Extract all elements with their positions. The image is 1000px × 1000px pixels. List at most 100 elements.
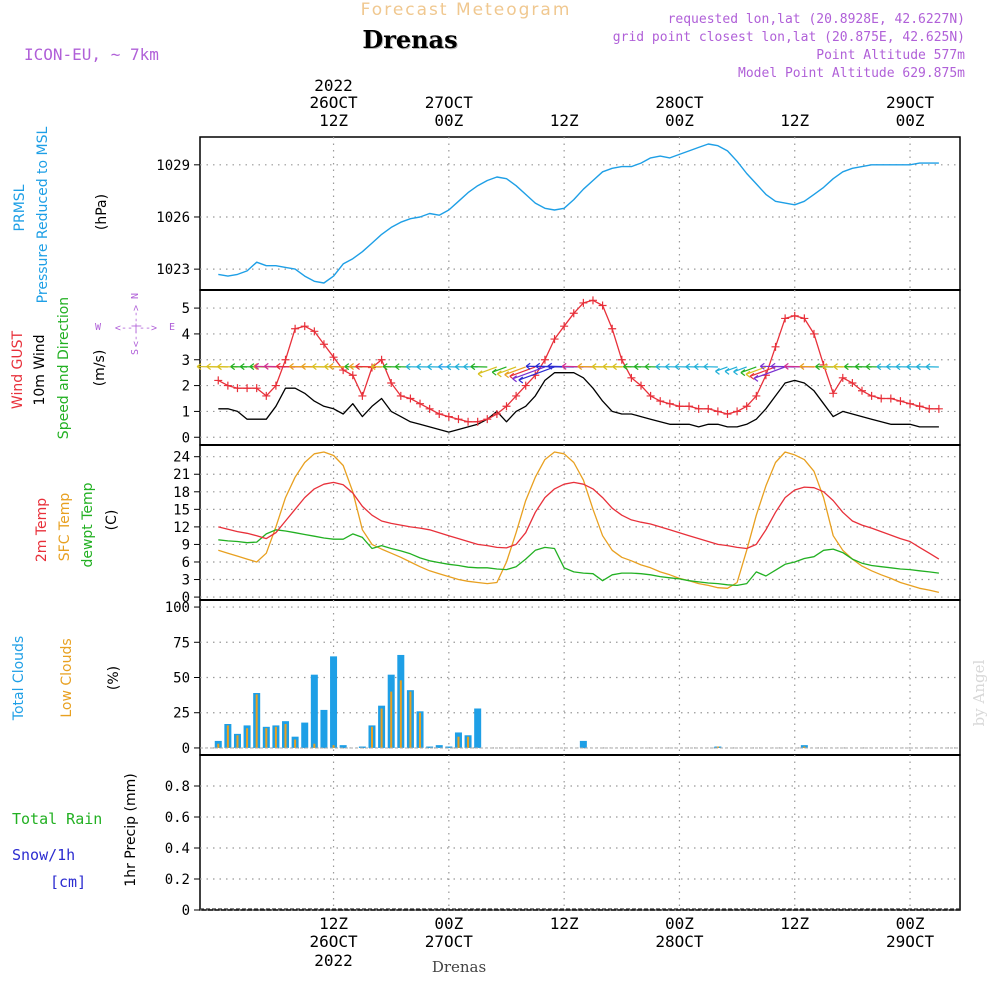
- ytick-label-temp: 21: [173, 467, 190, 483]
- ytick-label-clouds: 75: [173, 635, 190, 651]
- compass-icon: N S W E <--|--> <--|-->: [95, 293, 175, 355]
- wind-direction-arrowhead: [405, 363, 411, 371]
- wind-direction-arrow: [518, 366, 555, 381]
- wind-direction-arrowhead: [753, 374, 759, 382]
- top-time-label: 29OCT: [886, 93, 935, 112]
- gust-marker: [896, 397, 905, 406]
- low-cloud-bar: [390, 691, 393, 748]
- wind-direction-arrowhead: [254, 362, 260, 370]
- precip-unit-label: 1hr Precip (mm): [123, 773, 139, 886]
- low-cloud-bar: [380, 708, 383, 748]
- total-cloud-bar: [474, 708, 482, 748]
- gust-marker: [809, 329, 818, 338]
- gust-marker: [262, 391, 271, 400]
- wind-direction-arrowhead: [685, 363, 691, 371]
- ytick-label-clouds: 100: [165, 600, 190, 616]
- gust-marker: [492, 410, 501, 418]
- gridpoint-coords: grid point closest lon,lat (20.875E, 42.…: [613, 30, 965, 45]
- gust-marker: [752, 391, 761, 400]
- gust-marker: [569, 309, 578, 318]
- wind-direction-arrowhead: [602, 363, 608, 371]
- total-cloud-bar: [579, 740, 587, 748]
- wind-direction-arrowhead: [724, 367, 730, 375]
- bottom-time-label: 27OCT: [425, 932, 474, 951]
- ytick-label-clouds: 0: [182, 741, 190, 757]
- ytick-label-wind: 5: [182, 301, 190, 317]
- gust-marker: [271, 381, 280, 390]
- footer-location: Drenas: [432, 958, 486, 976]
- wind-direction-arrowhead: [876, 363, 882, 371]
- low-cloud-bar: [274, 726, 277, 748]
- wind-direction-arrowhead: [206, 363, 212, 371]
- wind-direction-arrowhead: [301, 363, 306, 371]
- wind-direction-arrowhead: [416, 363, 422, 371]
- ytick-label-pressure: 1029: [156, 158, 190, 174]
- gust-marker: [617, 355, 626, 364]
- ytick-label-wind: 2: [182, 379, 190, 395]
- wind-direction-arrow: [740, 366, 757, 374]
- ytick-label-precip: 0.6: [165, 810, 190, 826]
- gust-marker: [473, 417, 482, 426]
- ytick-label-temp: 12: [173, 520, 190, 536]
- wind-direction-arrowhead: [382, 363, 388, 371]
- ytick-label-temp: 15: [173, 502, 190, 518]
- gust-marker: [723, 410, 732, 418]
- gust-marker: [281, 355, 290, 364]
- ytick-label-wind: 3: [182, 353, 190, 369]
- gust-marker: [387, 379, 396, 387]
- wind-direction-arrowhead: [394, 363, 400, 371]
- gust-marker: [233, 384, 242, 393]
- snow-unit-label: [cm]: [50, 873, 86, 891]
- bottom-time-label: 12Z: [319, 914, 348, 933]
- low-cloud-bar: [457, 736, 460, 748]
- gust-marker: [416, 399, 425, 408]
- top-time-label: 2022: [314, 76, 353, 95]
- gust-marker: [243, 384, 252, 393]
- ytick-label-temp: 9: [182, 537, 190, 553]
- top-time-label: 00Z: [896, 111, 925, 130]
- total-clouds-label: Total Clouds: [11, 636, 27, 721]
- model-label: ICON-EU, ~ 7km: [24, 45, 159, 64]
- gust-marker: [906, 399, 915, 408]
- wind-direction-arrow: [753, 366, 786, 379]
- gust-marker: [339, 366, 348, 375]
- wind-direction-arrowhead: [822, 363, 828, 371]
- wind-direction-arrowhead: [745, 370, 751, 378]
- bottom-time-label: 00Z: [896, 914, 925, 933]
- gust-marker: [435, 410, 444, 418]
- low-cloud-bar: [226, 725, 229, 748]
- wind-direction-label: Speed and Direction: [56, 297, 72, 439]
- ytick-label-clouds: 50: [173, 671, 190, 687]
- wind-direction-arrow: [509, 366, 536, 377]
- compass-east: E: [169, 322, 175, 333]
- bottom-time-label: 29OCT: [886, 932, 935, 951]
- wind-direction-arrowhead: [759, 362, 765, 370]
- wind-direction-arrowhead: [328, 363, 334, 370]
- gust-marker: [598, 301, 607, 310]
- gust-marker: [310, 327, 319, 336]
- bottom-time-label: 26OCT: [309, 932, 358, 951]
- wind-direction-arrow: [749, 366, 776, 377]
- ytick-label-precip: 0: [182, 903, 190, 919]
- gust-marker: [540, 355, 549, 364]
- wind-direction-arrowhead: [916, 363, 921, 371]
- cloud-bars: [200, 654, 960, 749]
- ytick-label-pressure: 1023: [156, 262, 190, 278]
- ytick-label-clouds: 25: [173, 706, 190, 722]
- wind-direction-arrow: [733, 366, 747, 373]
- gust-marker: [329, 353, 338, 362]
- gust-marker: [694, 404, 703, 413]
- wind-direction-arrowhead: [655, 363, 661, 371]
- wind-direction-arrowhead: [547, 362, 553, 370]
- low-cloud-bar: [236, 735, 239, 748]
- gust-marker: [252, 384, 261, 393]
- wind-direction-arrow: [504, 366, 526, 376]
- compass-ew-arrows: <--|-->: [115, 323, 157, 334]
- gust-marker: [444, 412, 453, 421]
- wind-direction-arrow: [715, 366, 728, 372]
- gust-marker: [886, 394, 895, 403]
- compass-south: S: [130, 349, 141, 355]
- gust-marker: [704, 404, 713, 413]
- wind-direction-arrowhead: [833, 363, 838, 371]
